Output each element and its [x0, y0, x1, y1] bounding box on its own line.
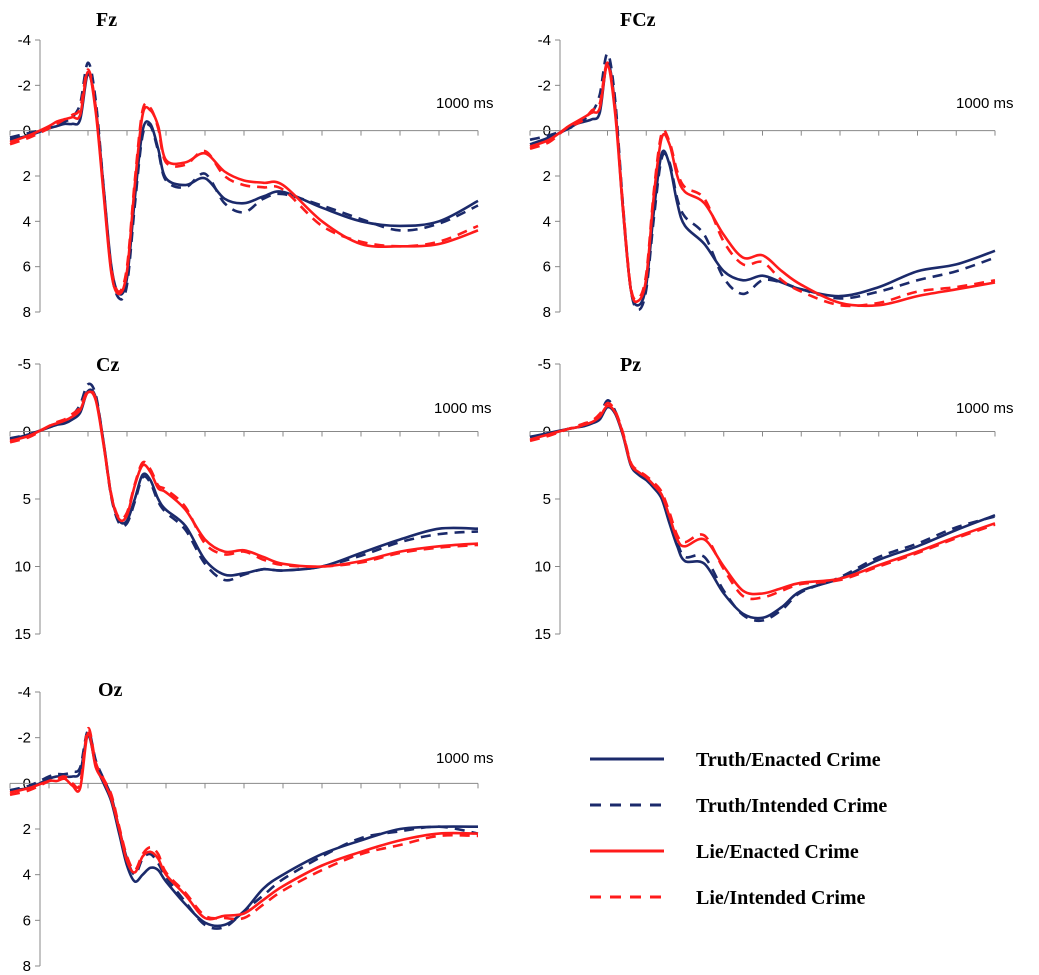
- legend-label: Truth/Intended Crime: [696, 795, 887, 817]
- series-line: [9, 70, 479, 296]
- panel-title: Cz: [96, 354, 119, 376]
- series-line: [529, 404, 996, 596]
- y-tick-label: 4: [23, 867, 31, 884]
- y-tick-label: 6: [543, 259, 551, 276]
- series-line: [529, 52, 996, 311]
- legend-item: Lie/Intended Crime: [590, 887, 866, 909]
- y-tick-label: 4: [543, 213, 551, 230]
- y-tick-label: 2: [23, 168, 31, 185]
- y-tick-label: 5: [23, 491, 31, 508]
- legend-label: Lie/Enacted Crime: [696, 841, 859, 863]
- series-line: [9, 68, 479, 293]
- panel-title: Pz: [620, 354, 641, 376]
- x-end-label: 1000 ms: [956, 400, 1014, 417]
- y-tick-label: -2: [538, 77, 551, 94]
- series-line: [9, 388, 479, 577]
- y-tick-label: 2: [23, 821, 31, 838]
- series-line: [529, 405, 996, 620]
- y-tick-label: 8: [23, 304, 31, 321]
- legend-item: Truth/Enacted Crime: [590, 749, 881, 771]
- y-tick-label: 8: [23, 958, 31, 975]
- x-end-label: 1000 ms: [436, 95, 494, 112]
- panel-title: FCz: [620, 9, 656, 31]
- x-end-label: 1000 ms: [434, 400, 492, 417]
- y-tick-label: 10: [14, 559, 31, 576]
- y-tick-label: -4: [18, 32, 31, 49]
- x-end-label: 1000 ms: [956, 95, 1014, 112]
- series-line: [9, 734, 479, 928]
- y-tick-label: 2: [543, 168, 551, 185]
- y-tick-label: 8: [543, 304, 551, 321]
- y-tick-label: 5: [543, 491, 551, 508]
- series-line: [529, 61, 996, 308]
- y-tick-label: 6: [23, 259, 31, 276]
- legend-item: Lie/Enacted Crime: [590, 841, 859, 863]
- legend-item: Truth/Intended Crime: [590, 795, 887, 817]
- y-tick-label: 10: [534, 559, 551, 576]
- legend: Truth/Enacted Crime Truth/Intended Crime…: [590, 749, 887, 909]
- series-line: [9, 729, 479, 930]
- y-tick-label: 6: [23, 912, 31, 929]
- y-tick-label: -5: [538, 356, 551, 373]
- y-tick-label: 4: [23, 213, 31, 230]
- y-tick-label: 15: [534, 626, 551, 643]
- legend-label: Truth/Enacted Crime: [696, 749, 881, 771]
- y-tick-label: -5: [18, 356, 31, 373]
- y-tick-label: -2: [18, 77, 31, 94]
- series-line: [9, 731, 479, 921]
- y-tick-label: -4: [18, 684, 31, 701]
- y-tick-label: -2: [18, 730, 31, 747]
- legend-label: Lie/Intended Crime: [696, 887, 866, 909]
- panel-title: Oz: [98, 679, 123, 701]
- series-line: [9, 382, 479, 582]
- panel-title: Fz: [96, 9, 117, 31]
- y-tick-label: 15: [14, 626, 31, 643]
- series-line: [9, 727, 479, 921]
- series-line: [9, 389, 479, 568]
- x-end-label: 1000 ms: [436, 750, 494, 767]
- y-tick-label: -4: [538, 32, 551, 49]
